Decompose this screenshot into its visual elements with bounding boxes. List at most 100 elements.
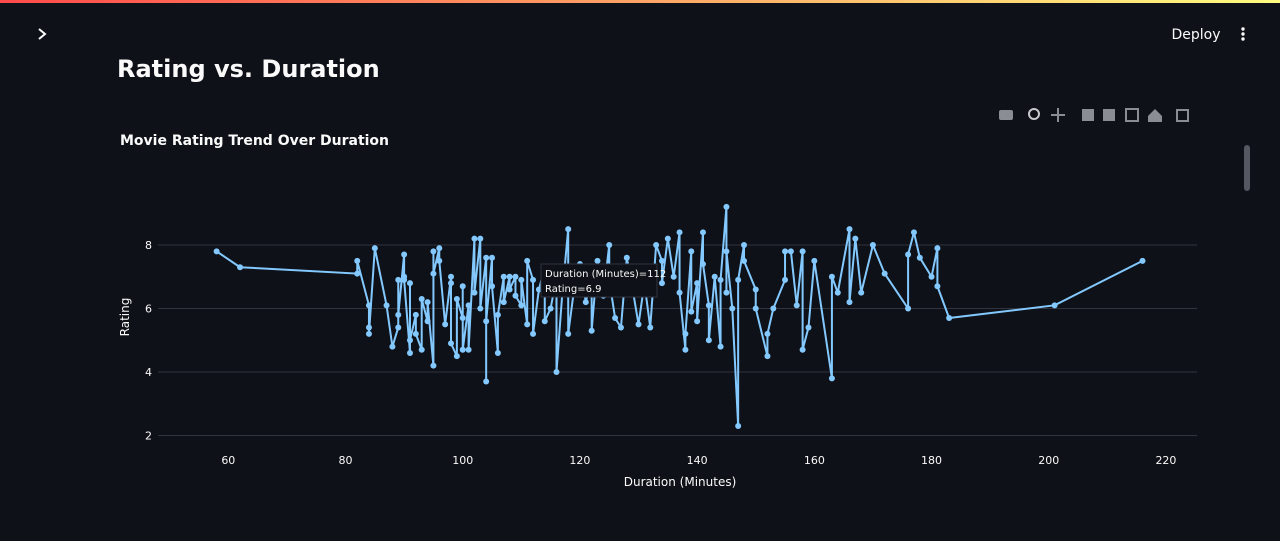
fullscreen-icon[interactable]: [1176, 109, 1189, 122]
x-tick-label: 200: [1038, 454, 1059, 467]
zoom-in-icon[interactable]: [1082, 109, 1094, 121]
point: [436, 257, 443, 264]
point: [365, 302, 372, 309]
point: [623, 254, 630, 261]
point: [670, 273, 677, 280]
point: [500, 273, 507, 280]
point: [1051, 302, 1058, 309]
point: [512, 273, 519, 280]
point: [213, 248, 220, 255]
point: [647, 324, 654, 331]
point: [705, 302, 712, 309]
point: [752, 305, 759, 312]
point: [828, 273, 835, 280]
point: [682, 346, 689, 353]
point: [506, 273, 513, 280]
point: [729, 305, 736, 312]
zoom-icon[interactable]: [1028, 108, 1040, 120]
autoscale-icon[interactable]: [1125, 108, 1139, 122]
point: [688, 248, 695, 255]
point: [483, 378, 490, 385]
point: [928, 273, 935, 280]
x-axis-title: Duration (Minutes): [624, 475, 737, 489]
x-tick-label: 180: [921, 454, 942, 467]
point: [489, 254, 496, 261]
reset-icon[interactable]: [1148, 109, 1162, 122]
point: [699, 261, 706, 268]
point: [852, 235, 859, 242]
point: [401, 251, 408, 258]
y-tick-label: 8: [145, 239, 152, 252]
point: [430, 362, 437, 369]
point: [741, 242, 748, 249]
point: [694, 280, 701, 287]
point: [365, 330, 372, 337]
point: [453, 353, 460, 360]
point: [1139, 257, 1146, 264]
point: [799, 248, 806, 255]
point: [846, 226, 853, 233]
point: [694, 318, 701, 325]
point: [459, 346, 466, 353]
x-tick-label: 80: [339, 454, 353, 467]
point: [858, 289, 865, 296]
point: [383, 302, 390, 309]
point: [430, 248, 437, 255]
point: [477, 235, 484, 242]
point: [635, 321, 642, 328]
point: [237, 264, 244, 271]
point: [371, 245, 378, 252]
point: [705, 337, 712, 344]
point: [494, 311, 501, 318]
x-tick-label: 100: [452, 454, 473, 467]
point: [934, 283, 941, 290]
tooltip: Duration (Minutes)=112 Rating=6.9: [540, 263, 666, 298]
point: [518, 302, 525, 309]
point: [723, 289, 730, 296]
sidebar-toggle[interactable]: [38, 28, 47, 40]
deploy-button[interactable]: Deploy: [1171, 27, 1220, 43]
point: [395, 311, 402, 318]
menu-button[interactable]: [1241, 27, 1245, 41]
point: [658, 280, 665, 287]
point: [934, 245, 941, 252]
scrollbar[interactable]: [1244, 145, 1250, 191]
page-title: Rating vs. Duration: [117, 55, 380, 83]
point: [787, 248, 794, 255]
zoom-out-icon[interactable]: [1103, 109, 1115, 121]
point: [518, 276, 525, 283]
point: [664, 235, 671, 242]
point: [676, 289, 683, 296]
point: [793, 302, 800, 309]
point: [424, 318, 431, 325]
tooltip-text: Duration (Minutes)=112: [545, 269, 666, 280]
point: [477, 305, 484, 312]
point: [658, 257, 665, 264]
point: [389, 343, 396, 350]
point: [881, 270, 888, 277]
point: [412, 330, 419, 337]
point: [782, 276, 789, 283]
point: [612, 315, 619, 322]
point: [553, 368, 560, 375]
point: [471, 235, 478, 242]
modebar: [999, 108, 1189, 122]
point: [401, 276, 408, 283]
point: [395, 276, 402, 283]
point: [676, 229, 683, 236]
x-tick-label: 220: [1155, 454, 1176, 467]
point: [483, 254, 490, 261]
point: [905, 305, 912, 312]
y-tick-label: 4: [145, 366, 152, 379]
y-tick-label: 2: [145, 429, 152, 442]
pan-icon[interactable]: [1051, 108, 1065, 122]
camera-icon[interactable]: [999, 110, 1013, 120]
point: [471, 289, 478, 296]
point: [723, 203, 730, 210]
point: [723, 248, 730, 255]
point: [910, 229, 917, 236]
point: [565, 330, 572, 337]
point: [582, 299, 589, 306]
